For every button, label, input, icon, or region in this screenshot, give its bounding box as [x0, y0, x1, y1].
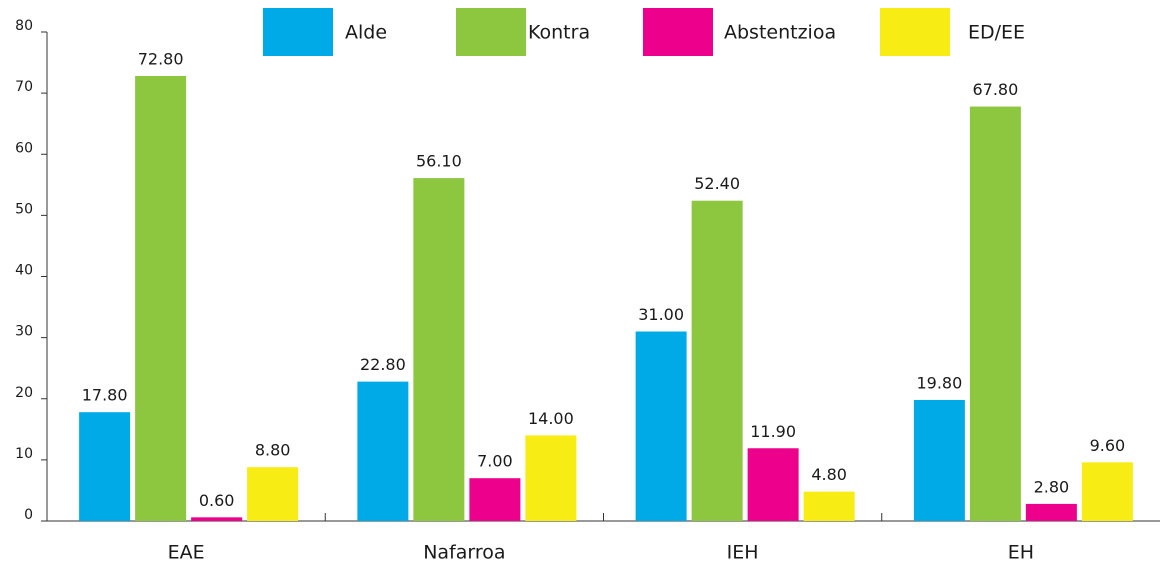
value-label: 0.60 — [199, 491, 235, 510]
bar — [247, 467, 299, 521]
value-label: 4.80 — [811, 465, 847, 484]
legend-swatch — [880, 8, 950, 56]
value-label: 52.40 — [694, 174, 740, 193]
value-label: 56.10 — [416, 152, 462, 171]
y-tick-label: 30 — [15, 324, 33, 340]
value-label: 9.60 — [1090, 436, 1126, 455]
y-tick-label: 10 — [15, 446, 33, 462]
legend-label: Abstentzioa — [724, 22, 836, 44]
value-label: 7.00 — [477, 452, 513, 471]
value-label: 8.80 — [255, 441, 291, 460]
bar — [747, 448, 799, 521]
value-label: 17.80 — [82, 386, 128, 405]
value-label: 14.00 — [528, 409, 574, 428]
value-label: 67.80 — [972, 80, 1018, 99]
x-tick-label: EH — [1008, 542, 1034, 564]
value-label: 19.80 — [916, 373, 962, 392]
x-tick-label: Nafarroa — [423, 542, 505, 564]
value-label: 2.80 — [1034, 477, 1070, 496]
legend-swatch — [643, 8, 713, 56]
bar — [525, 435, 577, 521]
y-tick-label: 70 — [15, 79, 33, 95]
y-tick-label: 20 — [15, 385, 33, 401]
bar — [469, 478, 521, 521]
y-tick-label: 80 — [15, 18, 33, 34]
legend-label: Alde — [345, 22, 387, 44]
legend-swatch — [263, 8, 333, 56]
x-tick-label: IEH — [727, 542, 759, 564]
legend-label: Kontra — [528, 22, 590, 44]
value-label: 11.90 — [750, 422, 796, 441]
x-tick-label: EAE — [168, 542, 205, 564]
bar — [803, 491, 855, 521]
bar — [691, 200, 743, 521]
y-tick-label: 0 — [24, 507, 33, 523]
value-label: 22.80 — [360, 355, 406, 374]
y-tick-label: 60 — [15, 140, 33, 156]
bar — [913, 399, 965, 521]
bar — [635, 331, 687, 521]
y-tick-label: 50 — [15, 201, 33, 217]
bar — [1025, 503, 1077, 521]
legend-label: ED/EE — [968, 22, 1025, 44]
legend-swatch — [456, 8, 526, 56]
y-tick-label: 40 — [15, 263, 33, 279]
bar — [191, 517, 243, 521]
value-label: 72.80 — [138, 50, 184, 69]
bar — [357, 381, 409, 521]
bar — [1081, 462, 1133, 521]
bar — [135, 76, 187, 521]
bar — [969, 106, 1021, 521]
bar — [413, 178, 465, 521]
value-label: 31.00 — [638, 305, 684, 324]
bar — [79, 412, 131, 521]
